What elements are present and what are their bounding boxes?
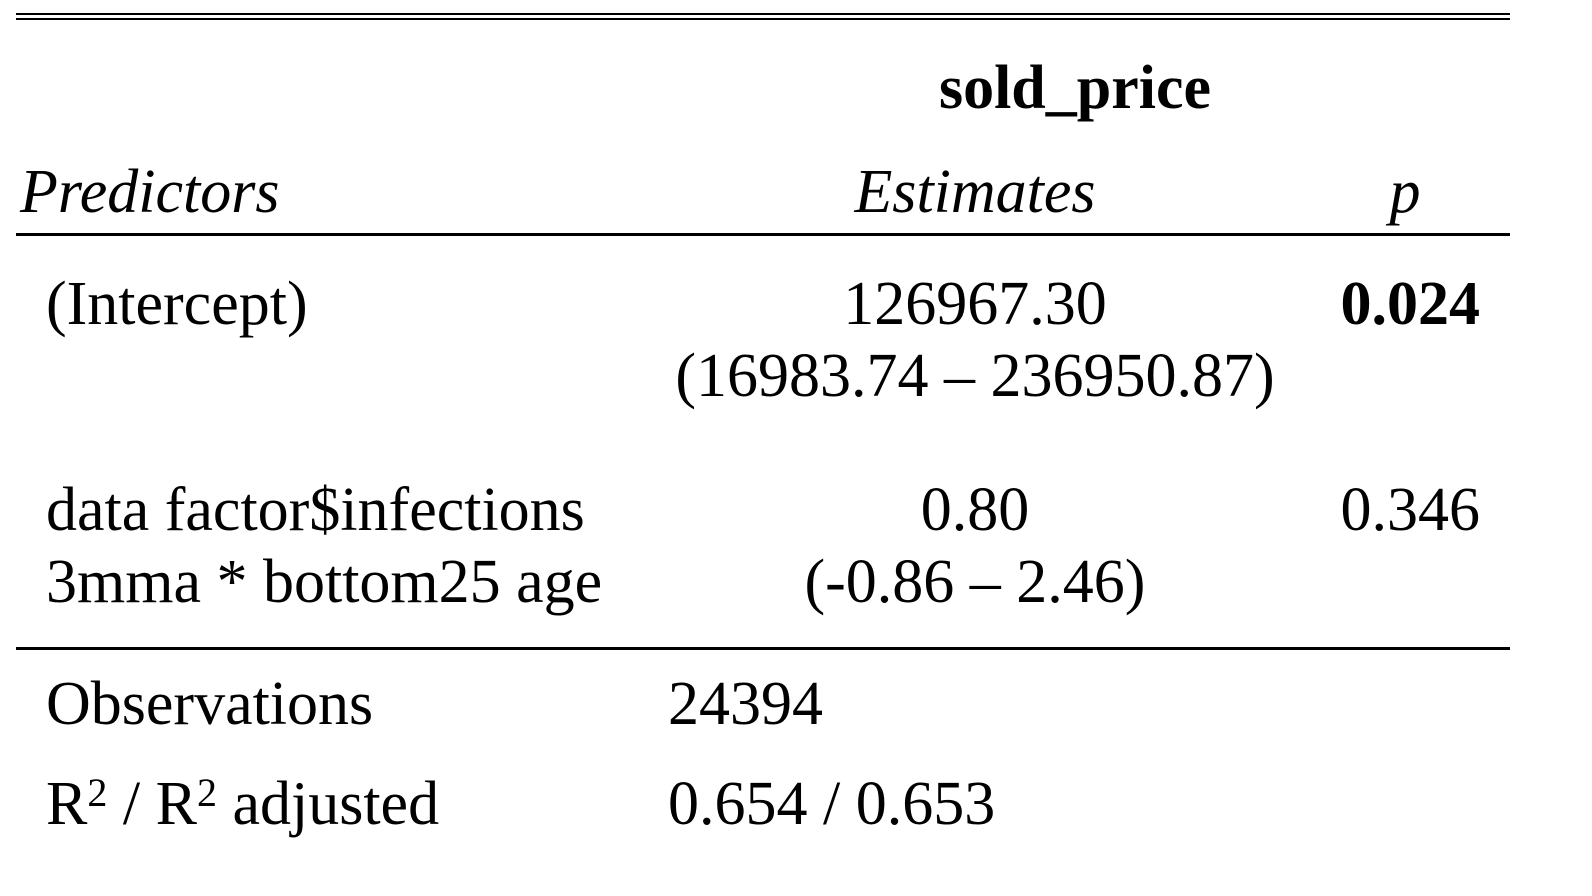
r2-part3: adjusted bbox=[216, 770, 440, 838]
r2-part1: R bbox=[46, 770, 88, 838]
row-ci-intercept: (16983.74 – 236950.87) bbox=[675, 342, 1275, 410]
row-ci-infections: (-0.86 – 2.46) bbox=[804, 548, 1146, 616]
row-label-infections-line2: 3mma * bottom25 age bbox=[46, 548, 603, 616]
top-double-rule-upper bbox=[16, 13, 1510, 15]
row-p-intercept: 0.024 bbox=[1340, 270, 1481, 338]
column-header-estimates: Estimates bbox=[854, 158, 1096, 226]
r-squared-label: R2 / R2 adjusted bbox=[46, 768, 439, 840]
row-label-infections-line1: data factor$infections bbox=[46, 476, 585, 544]
r2-superscript-1: 2 bbox=[87, 770, 108, 815]
row-label-intercept: (Intercept) bbox=[46, 270, 308, 338]
stats-rule bbox=[16, 647, 1510, 650]
column-header-p: p bbox=[1389, 158, 1421, 226]
r2-superscript-2: 2 bbox=[196, 770, 217, 815]
dependent-variable-header: sold_price bbox=[938, 54, 1212, 122]
row-estimate-intercept: 126967.30 bbox=[843, 270, 1107, 338]
column-header-predictors: Predictors bbox=[20, 158, 280, 226]
observations-label: Observations bbox=[46, 670, 374, 738]
row-estimate-infections: 0.80 bbox=[920, 476, 1030, 544]
header-rule bbox=[16, 233, 1510, 236]
top-double-rule-lower bbox=[16, 18, 1510, 20]
r2-part2: / R bbox=[107, 770, 197, 838]
row-p-infections: 0.346 bbox=[1340, 476, 1481, 544]
observations-value: 24394 bbox=[668, 670, 823, 738]
r-squared-value: 0.654 / 0.653 bbox=[668, 770, 996, 838]
